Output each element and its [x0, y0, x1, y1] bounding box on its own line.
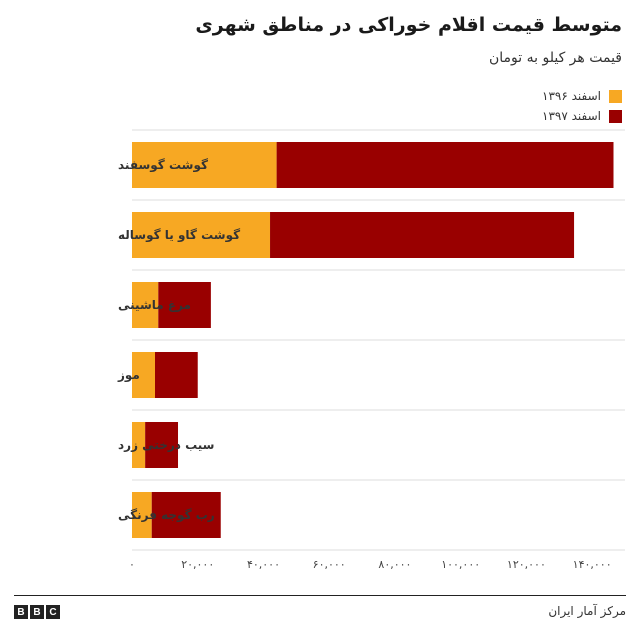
- bar-segment-1396: [132, 492, 152, 538]
- bbc-logo-letter: B: [14, 605, 28, 619]
- bar-segment-1397: [145, 422, 179, 468]
- x-tick-label: ۱۲۰,۰۰۰: [507, 558, 546, 571]
- bar-segment-1396: [132, 212, 271, 258]
- x-tick-label: ۰: [129, 558, 135, 571]
- source-note: مرکز آمار ایران: [548, 604, 626, 618]
- bar-segment-1397: [270, 212, 575, 258]
- legend: اسفند ۱۳۹۶ اسفند ۱۳۹۷: [542, 86, 622, 126]
- chart-subtitle: قیمت هر کیلو به تومان: [489, 50, 622, 66]
- x-tick-label: ۲۰,۰۰۰: [181, 558, 214, 571]
- category-label: رب گوجه فرنگی: [118, 508, 215, 523]
- bar-segment-1397: [151, 492, 221, 538]
- bar-segment-1396: [132, 282, 159, 328]
- bbc-logo-letter: C: [46, 605, 60, 619]
- x-tick-label: ۸۰,۰۰۰: [378, 558, 411, 571]
- footer-divider: [14, 595, 626, 596]
- x-tick-label: ۱۰۰,۰۰۰: [441, 558, 480, 571]
- bar-segment-1397: [158, 282, 211, 328]
- bbc-logo-letter: B: [30, 605, 44, 619]
- category-label: گوشت گوسفند: [118, 158, 208, 173]
- legend-label-1396: اسفند ۱۳۹۶: [542, 89, 601, 103]
- x-tick-label: ۶۰,۰۰۰: [313, 558, 346, 571]
- legend-label-1397: اسفند ۱۳۹۷: [542, 109, 601, 123]
- legend-swatch-1397: [609, 109, 622, 123]
- x-tick-label: ۱۴۰,۰۰۰: [573, 558, 612, 571]
- bar-segment-1396: [132, 422, 146, 468]
- bbc-logo: B B C: [14, 605, 60, 619]
- bar-segment-1396: [132, 352, 156, 398]
- category-label: سیب درختی زرد: [118, 438, 215, 452]
- category-label: مرغ ماشینی: [118, 298, 191, 312]
- legend-item-1397: اسفند ۱۳۹۷: [542, 106, 622, 126]
- x-tick-label: ۴۰,۰۰۰: [247, 558, 280, 571]
- bar-segment-1396: [132, 142, 277, 188]
- category-label: گوشت گاو یا گوساله: [118, 228, 240, 243]
- bar-segment-1397: [276, 142, 614, 188]
- category-label: موز: [117, 368, 140, 383]
- chart-title: متوسط قیمت اقلام خوراکی در مناطق شهری: [195, 14, 622, 36]
- bar-segment-1397: [155, 352, 198, 398]
- legend-item-1396: اسفند ۱۳۹۶: [542, 86, 622, 106]
- legend-swatch-1396: [609, 89, 622, 103]
